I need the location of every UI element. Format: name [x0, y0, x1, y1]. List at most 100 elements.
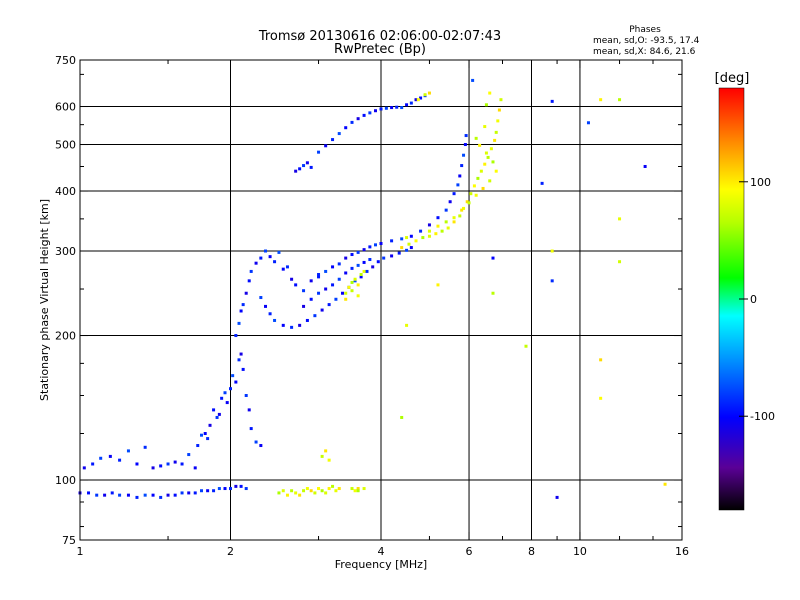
- data-point-o: [362, 113, 366, 117]
- data-point-o: [586, 121, 590, 125]
- data-point-x: [277, 491, 281, 495]
- data-point-x: [427, 229, 431, 233]
- data-point-o: [353, 279, 357, 283]
- data-point-o: [379, 107, 383, 111]
- data-point-o: [344, 126, 348, 130]
- data-point-x: [407, 242, 411, 246]
- data-point-x: [427, 234, 431, 238]
- data-point-o: [337, 132, 341, 136]
- data-point-o: [151, 466, 155, 470]
- data-point-x: [350, 280, 354, 284]
- data-point-x: [290, 489, 294, 493]
- data-point-x: [324, 491, 328, 495]
- data-point-o: [254, 261, 258, 265]
- data-point-x: [489, 147, 493, 151]
- data-point-o: [166, 493, 170, 497]
- data-point-o: [82, 466, 86, 470]
- data-point-o: [356, 117, 360, 121]
- grid-lines: [80, 60, 682, 540]
- data-point-x: [484, 103, 488, 107]
- data-point-o: [302, 164, 306, 168]
- data-point-x: [337, 487, 341, 491]
- data-point-o: [491, 256, 495, 260]
- x-tick-label: 8: [528, 545, 535, 558]
- data-point-o: [118, 493, 122, 497]
- y-tick-label: 200: [55, 330, 76, 343]
- data-point-o: [237, 358, 241, 362]
- data-point-o: [298, 323, 302, 327]
- data-point-o: [456, 183, 460, 187]
- data-point-o: [313, 314, 317, 318]
- data-point-o: [324, 269, 328, 273]
- data-point-x: [497, 108, 501, 112]
- data-point-o: [225, 401, 229, 405]
- data-point-o: [376, 260, 380, 264]
- phase-stats-heading: Phases: [629, 25, 661, 35]
- data-point-x: [400, 246, 404, 250]
- data-point-o: [234, 334, 238, 338]
- data-point-x: [458, 214, 462, 218]
- data-point-o: [273, 260, 277, 264]
- data-point-x: [474, 136, 478, 140]
- data-point-x: [362, 487, 366, 491]
- data-point-o: [277, 250, 281, 254]
- data-point-o: [159, 464, 163, 468]
- x-tick-label: 4: [378, 545, 385, 558]
- data-point-x: [524, 344, 528, 348]
- data-point-o: [309, 279, 313, 283]
- data-point-o: [324, 287, 328, 291]
- data-point-o: [193, 466, 197, 470]
- data-point-o: [206, 489, 210, 493]
- data-point-x: [350, 289, 354, 293]
- data-point-x: [452, 220, 456, 224]
- data-point-o: [374, 109, 378, 113]
- data-point-o: [180, 491, 184, 495]
- data-point-o: [344, 256, 348, 260]
- data-point-o: [331, 265, 335, 269]
- data-point-o: [317, 275, 321, 279]
- data-point-o: [344, 271, 348, 275]
- data-point-o: [234, 484, 238, 488]
- data-point-o: [374, 243, 378, 247]
- data-point-x: [494, 169, 498, 173]
- data-point-o: [395, 105, 399, 109]
- data-point-o: [281, 267, 285, 271]
- data-point-x: [327, 458, 331, 462]
- data-point-o: [550, 279, 554, 283]
- data-point-o: [294, 169, 298, 173]
- data-point-o: [368, 111, 372, 115]
- data-point-o: [239, 309, 243, 313]
- data-point-x: [421, 236, 425, 240]
- chart-subtitle: RwPretec (Bp): [334, 42, 426, 57]
- data-point-o: [259, 444, 263, 448]
- data-point-o: [249, 427, 253, 431]
- data-point-o: [135, 495, 139, 499]
- data-point-o: [302, 304, 306, 308]
- y-axis-label: Stationary phase Virtual Height [km]: [38, 199, 51, 401]
- data-point-o: [309, 297, 313, 301]
- data-point-o: [95, 493, 99, 497]
- data-point-o: [281, 323, 285, 327]
- data-point-x: [440, 229, 444, 233]
- data-point-o: [471, 78, 475, 82]
- colorbar-tick-label: 0: [750, 293, 757, 306]
- data-point-x: [491, 160, 495, 164]
- data-point-x: [434, 232, 438, 236]
- data-point-o: [99, 456, 103, 460]
- data-point-x: [491, 291, 495, 295]
- data-point-x: [618, 260, 622, 264]
- data-point-o: [305, 318, 309, 322]
- data-point-o: [337, 262, 341, 266]
- data-point-o: [400, 106, 404, 110]
- data-point-o: [268, 255, 272, 259]
- data-point-x: [324, 449, 328, 453]
- data-point-x: [469, 192, 473, 196]
- data-point-o: [118, 458, 122, 462]
- data-point-o: [264, 304, 268, 308]
- data-point-o: [448, 200, 452, 204]
- data-point-o: [259, 256, 263, 260]
- data-point-x: [476, 176, 480, 180]
- data-point-o: [356, 250, 360, 254]
- data-point-o: [247, 279, 251, 283]
